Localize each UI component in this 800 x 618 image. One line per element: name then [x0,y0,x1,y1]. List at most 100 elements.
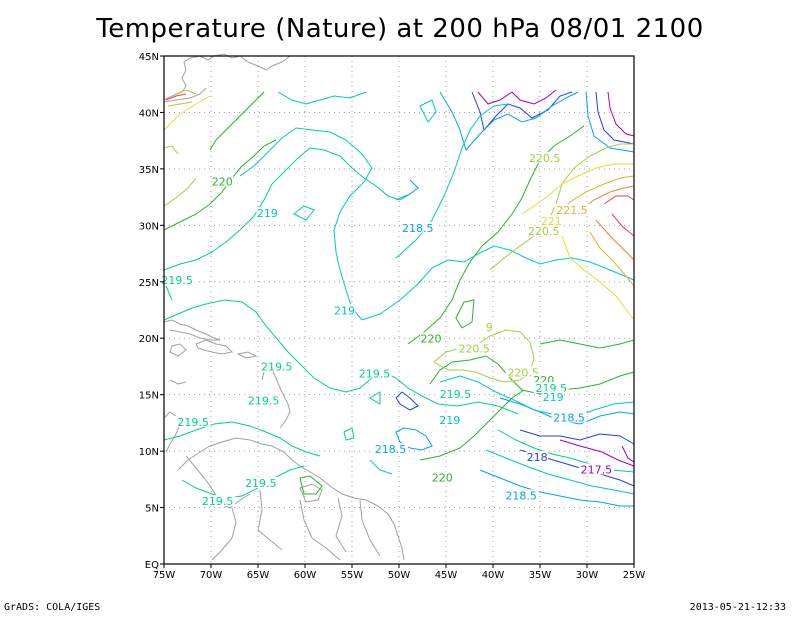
contour-label: 220 [212,176,233,189]
contour-label-background [526,451,549,463]
y-tick-label: 45N [139,52,159,63]
y-tick-label: 15N [139,391,159,402]
coastlines [163,53,405,561]
y-tick-label: 30N [139,221,159,232]
x-tick-label: 45W [435,570,458,581]
contour-label-background [373,443,409,455]
contour-label: 218.5 [402,222,434,235]
contour-label-background [333,304,356,316]
grid-lines [164,56,634,564]
footer-credit: GrADS: COLA/IGES [4,602,101,613]
contour-labels: 220.5220219218.5221.5221220.5219.5219220… [159,151,614,508]
contour-label: 219.5 [161,274,193,287]
contour-label-background [438,413,461,425]
coastline-north-america [163,53,291,101]
contour-218-5 [439,91,579,152]
contour-label: 220.5 [507,366,539,379]
coastline-lesser-antilles [267,363,291,429]
contour-label-background [540,215,563,227]
contour-label: 219 [334,304,355,317]
contour-label-background [400,221,436,233]
contour-label: 219.5 [177,416,209,429]
footer-timestamp: 2013-05-21-12:33 [689,602,786,613]
contour-label: 217.5 [581,463,613,476]
contour-label: 219.5 [245,477,277,490]
contour-label-background [256,207,279,219]
map-title: Temperature (Nature) at 200 hPa 08/01 21… [96,14,704,44]
contour-label-background [484,321,494,333]
contour-219 [277,91,367,105]
contour-label-background [175,416,211,428]
contour-label: 219 [439,414,460,427]
contour-label-background [159,273,195,285]
contour-label: 219.5 [261,361,293,374]
contour-label-background [420,332,442,344]
x-tick-label: 70W [200,570,223,581]
contour-label-background [357,367,393,379]
contour-220-5 [489,143,634,271]
contour-label-background [554,203,590,215]
x-tick-label: 60W [294,570,317,581]
x-tick-label: 25W [623,570,646,581]
contour-label-background [527,151,563,163]
contours [163,89,635,507]
contour-label: 218.5 [553,412,585,425]
contour-label-background [437,387,473,399]
contour-221 [521,163,634,215]
contour-label-background [200,495,236,507]
y-tick-label: 25N [139,278,159,289]
contour-label: 220 [420,332,441,345]
contour-label-background [578,463,614,475]
x-tick-label: 65W [247,570,270,581]
contour-label: 219 [543,391,564,404]
contour-label-background [533,382,569,394]
contour-label-background [532,374,555,386]
contour-label-background [542,391,565,403]
x-tick-label: 50W [388,570,411,581]
x-tick-label: 30W [576,570,599,581]
contour-label: 219.5 [202,495,234,508]
contour-label-background [526,225,562,237]
contour-222-5 [603,195,635,205]
contour-label: 219.5 [248,395,280,408]
contour-label-background [243,476,279,488]
map-frame [163,55,635,565]
coastline-hispaniola [195,339,234,355]
contour-219-5 [163,147,411,271]
contour-label-background [503,489,539,501]
contour-label: 218.5 [375,443,407,456]
contour-label-background [259,360,295,372]
y-tick-label: 5N [145,504,159,515]
contour-label: 220.5 [458,343,490,356]
contour-label: 218 [527,451,548,464]
coastline-south-america [177,437,405,561]
contour-222 [579,185,635,211]
y-tick-label: 40N [139,108,159,119]
x-tick-label: 75W [153,570,176,581]
contour-label: 220.5 [529,152,561,165]
contour-label: 9 [486,321,493,334]
contour-label-background [551,411,587,423]
y-axis-ticks: EQ 5N 10N 15N 20N 25N 30N 35N 40N 45N [139,52,164,571]
contour-label-background [211,175,234,187]
contour-label-background [246,394,282,406]
y-tick-label: EQ [145,560,159,571]
contour-218 [519,429,635,445]
x-tick-label: 35W [529,570,552,581]
y-tick-label: 20N [139,334,159,345]
y-tick-label: 35N [139,165,159,176]
contour-label: 218.5 [505,489,537,502]
x-axis-ticks: 75W 70W 65W 60W 55W 50W 45W 40W 35W 30W 25W [153,564,646,581]
contour-label-background [456,342,492,354]
x-tick-label: 40W [482,570,505,581]
contour-label-background [505,366,541,378]
contour-label: 220 [432,471,453,484]
contour-label: 221 [541,215,562,228]
y-tick-label: 10N [139,447,159,458]
contour-label: 219 [257,207,278,220]
contour-label: 221.5 [556,204,588,217]
x-tick-label: 55W [341,570,364,581]
contour-label: 220.5 [528,225,560,238]
contour-217-5 [559,439,635,467]
